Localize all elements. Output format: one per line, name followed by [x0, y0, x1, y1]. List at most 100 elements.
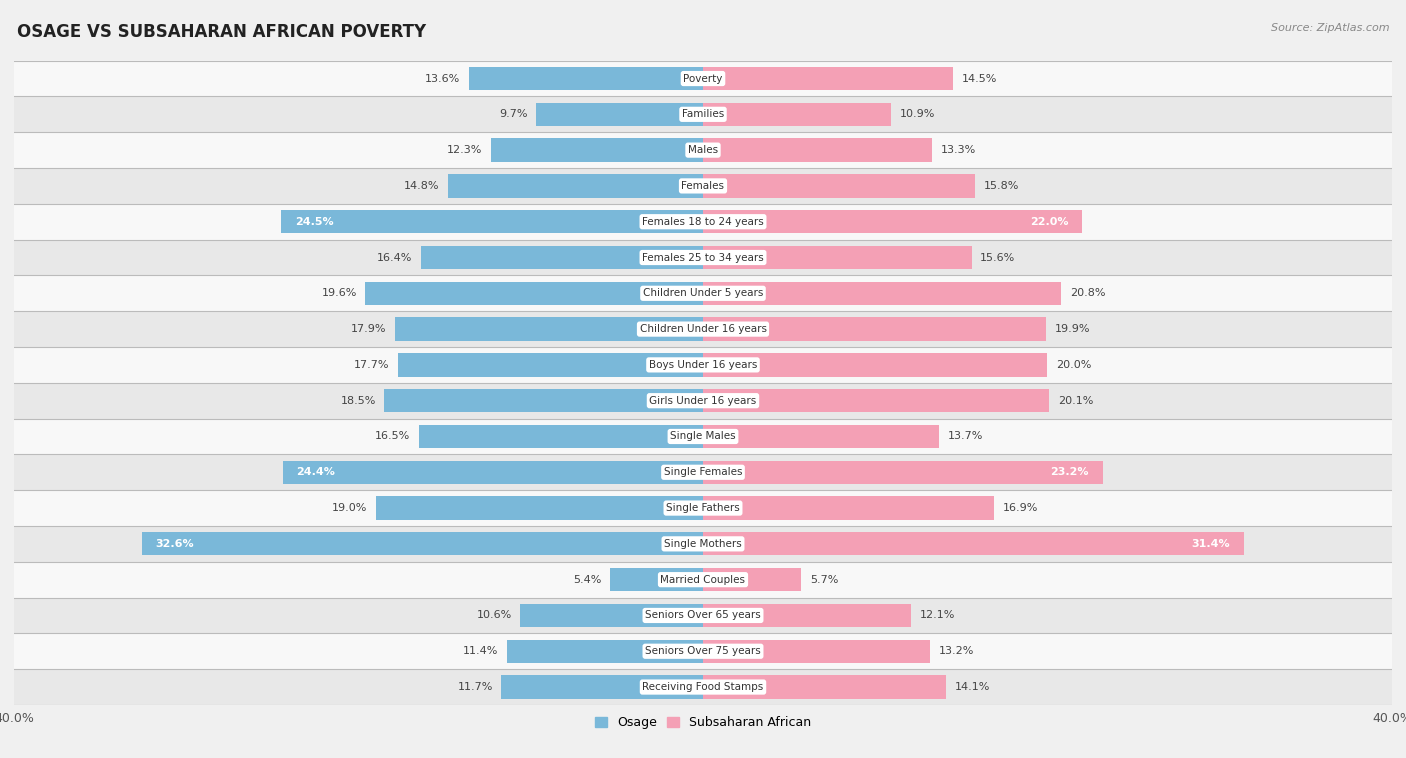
Text: 15.6%: 15.6% — [980, 252, 1015, 262]
Text: Single Fathers: Single Fathers — [666, 503, 740, 513]
Legend: Osage, Subsaharan African: Osage, Subsaharan African — [589, 711, 817, 735]
Bar — [703, 424, 939, 448]
Text: 15.8%: 15.8% — [984, 181, 1019, 191]
Text: 18.5%: 18.5% — [340, 396, 375, 406]
Text: Poverty: Poverty — [683, 74, 723, 83]
Bar — [468, 67, 703, 90]
Text: 17.9%: 17.9% — [350, 324, 387, 334]
Bar — [703, 389, 1049, 412]
Text: Boys Under 16 years: Boys Under 16 years — [648, 360, 758, 370]
Text: Children Under 5 years: Children Under 5 years — [643, 288, 763, 299]
Bar — [142, 532, 703, 556]
Bar — [520, 604, 703, 627]
Text: 22.0%: 22.0% — [1029, 217, 1069, 227]
Bar — [703, 461, 1102, 484]
Text: 13.3%: 13.3% — [941, 145, 976, 155]
Text: 19.6%: 19.6% — [322, 288, 357, 299]
Text: Single Mothers: Single Mothers — [664, 539, 742, 549]
Bar — [419, 424, 703, 448]
Text: 11.7%: 11.7% — [457, 682, 494, 692]
Text: 9.7%: 9.7% — [499, 109, 527, 119]
Text: 13.6%: 13.6% — [425, 74, 460, 83]
Text: 19.0%: 19.0% — [332, 503, 367, 513]
Text: Receiving Food Stamps: Receiving Food Stamps — [643, 682, 763, 692]
Text: Single Females: Single Females — [664, 467, 742, 478]
Bar — [703, 174, 976, 198]
Bar — [420, 246, 703, 269]
Bar — [395, 318, 703, 341]
Text: Source: ZipAtlas.com: Source: ZipAtlas.com — [1271, 23, 1389, 33]
Bar — [506, 640, 703, 663]
Bar — [14, 61, 1392, 96]
Text: 12.3%: 12.3% — [447, 145, 482, 155]
Text: Families: Families — [682, 109, 724, 119]
Bar — [703, 675, 946, 699]
Bar — [14, 240, 1392, 275]
Text: 23.2%: 23.2% — [1050, 467, 1088, 478]
Bar — [14, 132, 1392, 168]
Text: 19.9%: 19.9% — [1054, 324, 1090, 334]
Text: 5.7%: 5.7% — [810, 575, 838, 584]
Bar — [703, 246, 972, 269]
Bar — [14, 275, 1392, 312]
Text: 11.4%: 11.4% — [463, 647, 498, 656]
Bar — [14, 347, 1392, 383]
Bar — [14, 312, 1392, 347]
Text: 20.8%: 20.8% — [1070, 288, 1105, 299]
Text: 16.9%: 16.9% — [1002, 503, 1038, 513]
Bar — [14, 383, 1392, 418]
Text: 14.8%: 14.8% — [404, 181, 440, 191]
Bar — [703, 353, 1047, 377]
Bar — [375, 496, 703, 520]
Text: 20.0%: 20.0% — [1056, 360, 1091, 370]
Bar — [703, 67, 953, 90]
Text: Children Under 16 years: Children Under 16 years — [640, 324, 766, 334]
Bar — [703, 568, 801, 591]
Bar — [14, 490, 1392, 526]
Bar — [502, 675, 703, 699]
Bar — [384, 389, 703, 412]
Bar — [703, 318, 1046, 341]
Bar — [14, 418, 1392, 454]
Text: 32.6%: 32.6% — [155, 539, 194, 549]
Bar — [536, 102, 703, 126]
Bar — [703, 210, 1083, 233]
Text: 10.9%: 10.9% — [900, 109, 935, 119]
Bar — [703, 532, 1244, 556]
Text: Males: Males — [688, 145, 718, 155]
Text: 31.4%: 31.4% — [1191, 539, 1230, 549]
Text: 14.1%: 14.1% — [955, 682, 990, 692]
Text: 10.6%: 10.6% — [477, 610, 512, 621]
Text: Females: Females — [682, 181, 724, 191]
Text: OSAGE VS SUBSAHARAN AFRICAN POVERTY: OSAGE VS SUBSAHARAN AFRICAN POVERTY — [17, 23, 426, 41]
Bar — [449, 174, 703, 198]
Bar — [14, 96, 1392, 132]
Bar — [14, 562, 1392, 597]
Text: 13.2%: 13.2% — [939, 647, 974, 656]
Bar — [283, 461, 703, 484]
Bar — [14, 204, 1392, 240]
Text: Married Couples: Married Couples — [661, 575, 745, 584]
Bar — [491, 139, 703, 161]
Bar — [703, 282, 1062, 305]
Text: 13.7%: 13.7% — [948, 431, 983, 441]
Text: 17.7%: 17.7% — [354, 360, 389, 370]
Text: 20.1%: 20.1% — [1057, 396, 1094, 406]
Bar — [398, 353, 703, 377]
Bar — [366, 282, 703, 305]
Text: Females 25 to 34 years: Females 25 to 34 years — [643, 252, 763, 262]
Bar — [703, 496, 994, 520]
Bar — [610, 568, 703, 591]
Text: 16.5%: 16.5% — [375, 431, 411, 441]
Bar — [14, 669, 1392, 705]
Bar — [703, 640, 931, 663]
Bar — [703, 604, 911, 627]
Text: 24.4%: 24.4% — [297, 467, 336, 478]
Text: Females 18 to 24 years: Females 18 to 24 years — [643, 217, 763, 227]
Bar — [703, 102, 891, 126]
Text: Seniors Over 75 years: Seniors Over 75 years — [645, 647, 761, 656]
Text: Single Males: Single Males — [671, 431, 735, 441]
Bar — [14, 168, 1392, 204]
Bar — [14, 634, 1392, 669]
Text: 5.4%: 5.4% — [574, 575, 602, 584]
